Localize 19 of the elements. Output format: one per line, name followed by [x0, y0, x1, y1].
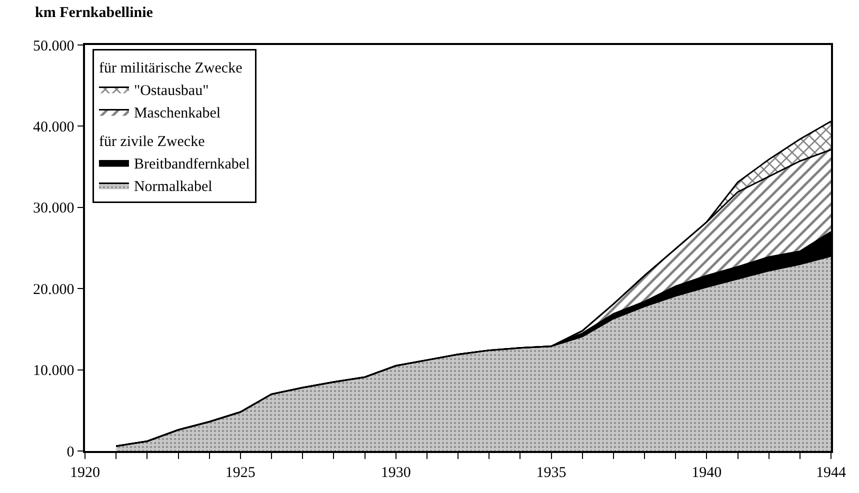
annotation: für militärische Zwecke [98, 60, 243, 77]
y-tick-label: 0 [66, 444, 74, 460]
y-axis-title: km Fernkabellinie [35, 5, 154, 21]
y-tick-label: 40.000 [33, 119, 74, 136]
x-tick-label: 1935 [536, 464, 566, 481]
x-tick-label: 1925 [225, 464, 256, 481]
x-tick-label: 1940 [692, 464, 722, 481]
x-tick-label: 1944 [816, 464, 846, 481]
legend-label: Breitbandfernkabel [134, 156, 250, 173]
legend-label: "Ostausbau" [134, 83, 209, 100]
legend-label: Normalkabel [134, 179, 212, 196]
y-tick-label: 50.000 [33, 38, 74, 54]
x-tick-label: 1920 [70, 464, 100, 481]
legend-label: Maschenkabel [134, 106, 221, 122]
x-tick-label: 1930 [380, 464, 411, 481]
y-tick-label: 30.000 [33, 200, 74, 217]
y-tick-label: 10.000 [33, 363, 74, 380]
annotation: für zivile Zwecke [98, 134, 206, 150]
y-tick-label: 20.000 [33, 282, 74, 298]
